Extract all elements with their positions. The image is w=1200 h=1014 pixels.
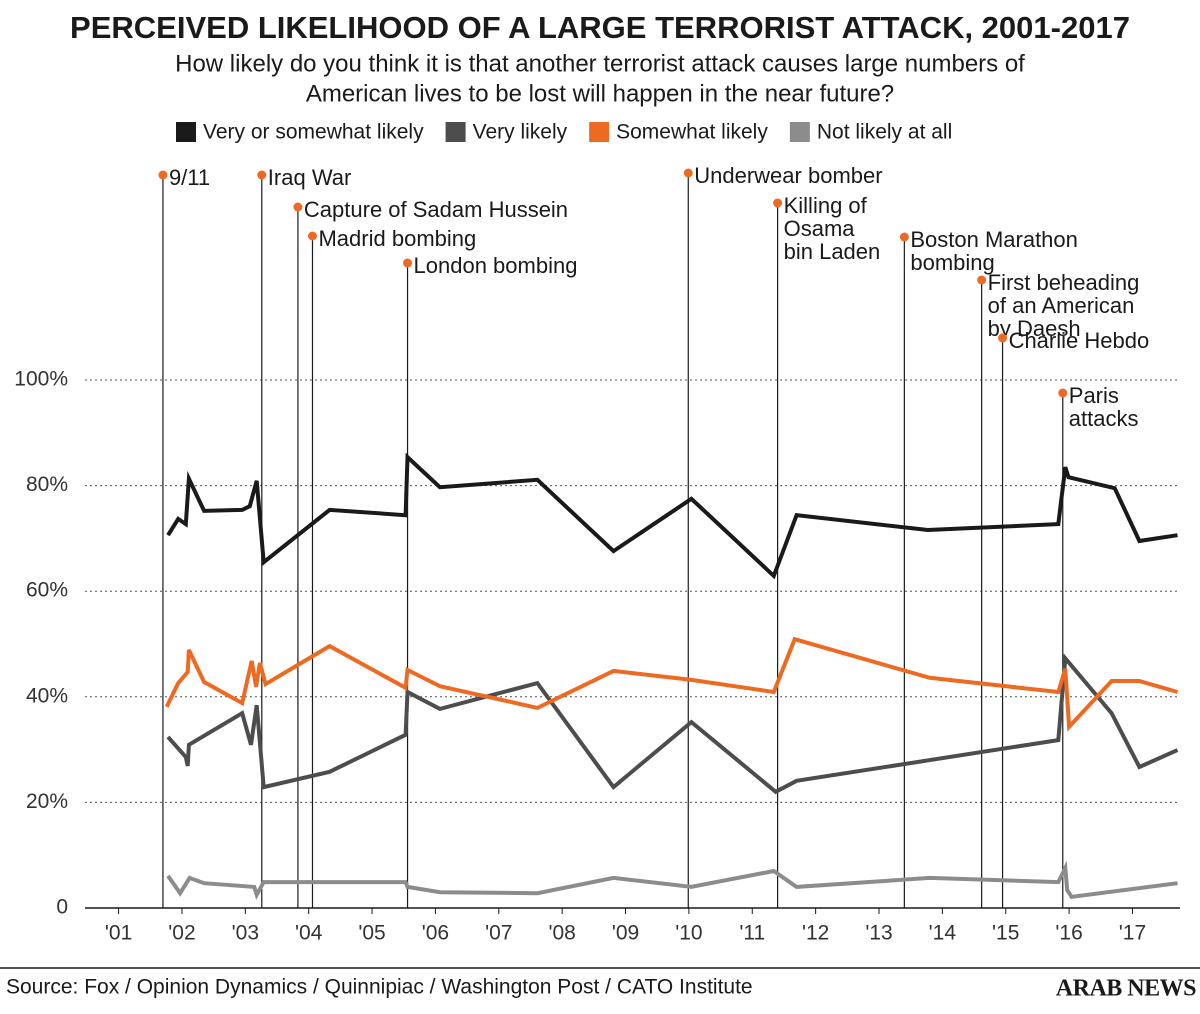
subtitle: American lives to be lost will happen in… bbox=[306, 80, 894, 107]
annotation-label: 9/11 bbox=[169, 165, 210, 190]
annotation-label: Capture of Sadam Hussein bbox=[304, 197, 568, 222]
x-tick-label: '15 bbox=[992, 922, 1019, 945]
x-tick-label: '08 bbox=[548, 922, 575, 945]
annotation-label: Killing of bbox=[784, 193, 868, 218]
x-tick-label: '17 bbox=[1119, 922, 1146, 945]
annotation-dot bbox=[683, 168, 693, 178]
x-tick-label: '04 bbox=[295, 922, 323, 945]
source: Source: Fox / Opinion Dynamics / Quinnip… bbox=[6, 976, 753, 999]
x-tick-label: '03 bbox=[232, 922, 259, 945]
annotation-dot bbox=[998, 333, 1008, 343]
series-line bbox=[166, 452, 1178, 580]
x-tick-label: '11 bbox=[739, 922, 765, 945]
legend-label: Very likely bbox=[473, 121, 568, 144]
annotation-label: Osama bbox=[784, 216, 856, 241]
legend-label: Not likely at all bbox=[817, 121, 952, 144]
annotation-dot bbox=[899, 232, 909, 242]
x-tick-label: '07 bbox=[485, 922, 512, 945]
annotation-dot bbox=[293, 202, 303, 212]
annotation-dot bbox=[257, 170, 267, 180]
annotation-label: Boston Marathon bbox=[910, 227, 1078, 252]
annotation-label: attacks bbox=[1069, 406, 1139, 431]
legend-label: Somewhat likely bbox=[616, 121, 768, 144]
x-tick-label: '10 bbox=[675, 922, 702, 945]
logo: ARAB NEWS bbox=[1056, 976, 1196, 1002]
y-tick-label: 20% bbox=[26, 790, 68, 813]
annotation-label: First beheading bbox=[988, 270, 1140, 295]
y-tick-label: 40% bbox=[26, 684, 68, 707]
annotation-dot bbox=[977, 275, 987, 285]
x-tick-label: '12 bbox=[802, 922, 829, 945]
y-tick-label: 60% bbox=[26, 579, 68, 602]
x-tick-label: '06 bbox=[422, 922, 449, 945]
annotation-label: bin Laden bbox=[784, 239, 881, 264]
annotation-dot bbox=[307, 231, 317, 241]
x-tick-label: '01 bbox=[105, 922, 132, 945]
annotation-label: London bombing bbox=[414, 253, 578, 278]
y-tick-label: 80% bbox=[26, 473, 68, 496]
x-tick-label: '14 bbox=[929, 922, 957, 945]
x-tick-label: '16 bbox=[1055, 922, 1082, 945]
series-line bbox=[166, 653, 1179, 795]
legend-swatch bbox=[589, 122, 610, 142]
subtitle: How likely do you think it is that anoth… bbox=[175, 50, 1025, 77]
x-tick-label: '05 bbox=[358, 922, 385, 945]
annotation-dot bbox=[158, 170, 168, 180]
legend-swatch bbox=[789, 122, 810, 142]
annotation-label: Underwear bomber bbox=[694, 163, 882, 188]
legend-swatch bbox=[445, 122, 466, 142]
legend-swatch bbox=[176, 122, 196, 142]
annotation-label: Paris bbox=[1069, 383, 1119, 408]
x-tick-label: '02 bbox=[168, 922, 195, 945]
annotation-label: Madrid bombing bbox=[318, 226, 476, 251]
y-tick-label: 0 bbox=[56, 896, 68, 919]
x-tick-label: '09 bbox=[612, 922, 639, 945]
y-tick-label: 100% bbox=[14, 368, 68, 391]
annotation-dot bbox=[1058, 388, 1068, 398]
annotation-label: of an American bbox=[988, 293, 1135, 318]
series-line bbox=[166, 860, 1178, 900]
annotation-dot bbox=[403, 258, 413, 268]
annotation-label: Iraq War bbox=[268, 165, 352, 190]
annotation-label: bombing bbox=[910, 250, 994, 275]
x-tick-label: '13 bbox=[865, 922, 892, 945]
legend-label: Very or somewhat likely bbox=[203, 121, 424, 144]
annotation-label: Charlie Hebdo bbox=[1009, 328, 1150, 353]
annotation-dot bbox=[773, 198, 783, 208]
series-line bbox=[164, 636, 1179, 732]
chart-title: PERCEIVED LIKELIHOOD OF A LARGE TERRORIS… bbox=[70, 10, 1130, 45]
